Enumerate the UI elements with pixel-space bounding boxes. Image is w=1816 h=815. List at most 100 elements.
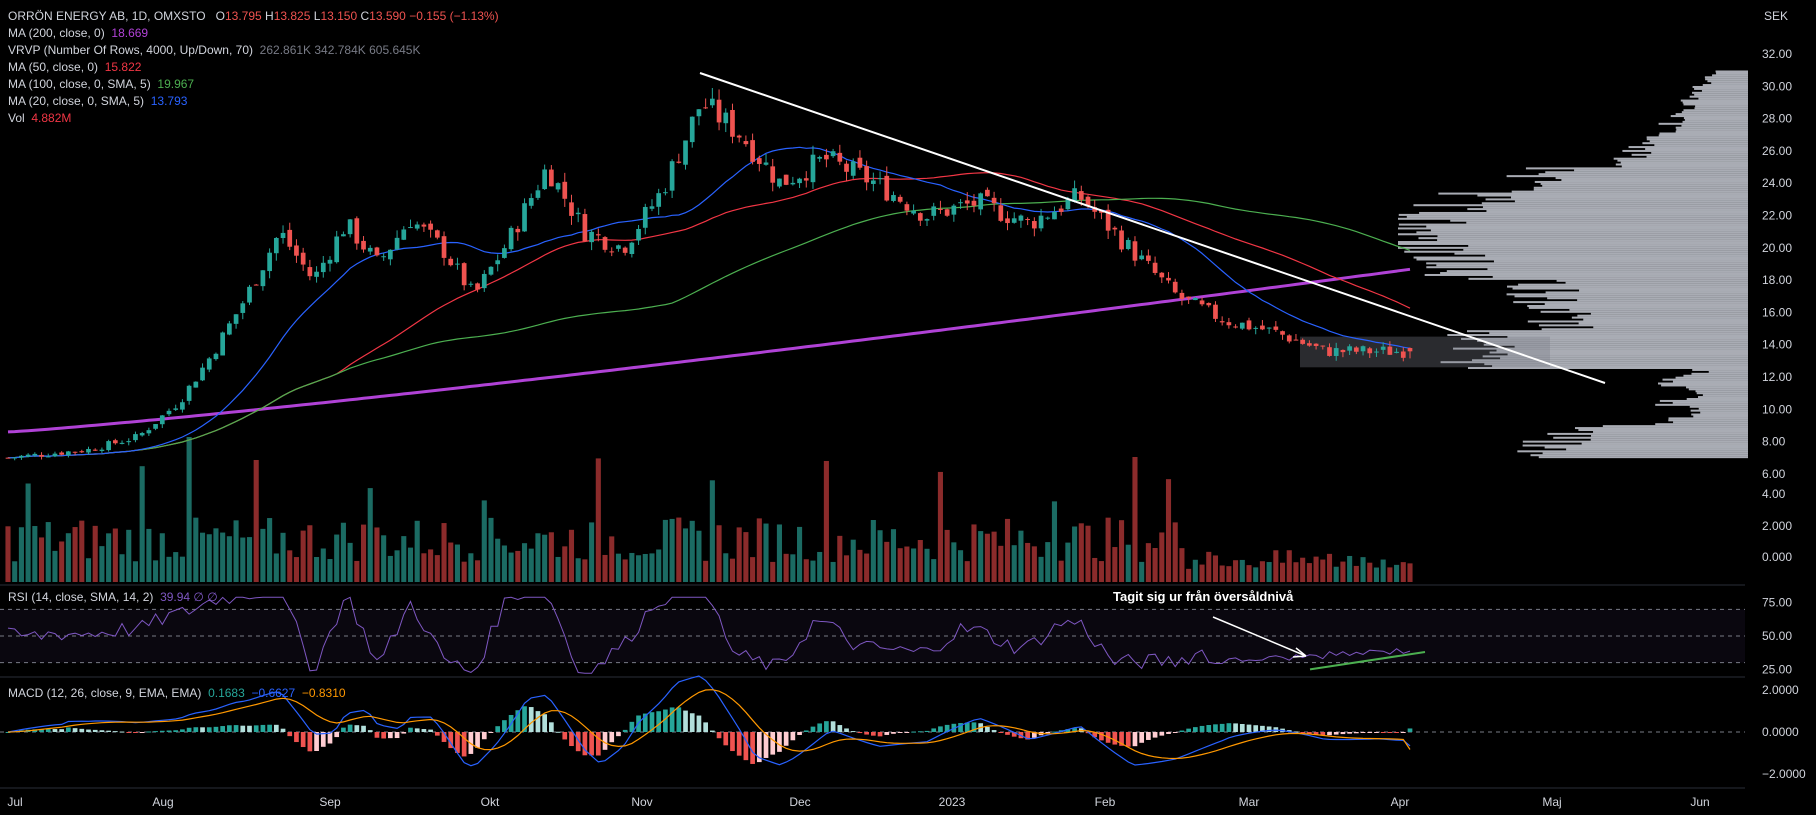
macd-histogram-bar bbox=[1266, 726, 1272, 732]
candle-body bbox=[938, 208, 943, 210]
macd-histogram-bar bbox=[414, 728, 420, 732]
volume-bar bbox=[917, 540, 923, 582]
volume-bar bbox=[327, 559, 333, 582]
volume-bar bbox=[360, 524, 367, 582]
volume-profile-row bbox=[1466, 221, 1748, 224]
macd-histogram-bar bbox=[931, 728, 937, 732]
volume-profile-row bbox=[1688, 388, 1748, 391]
candle-body bbox=[361, 240, 366, 250]
volume-profile-row bbox=[1631, 153, 1748, 156]
macd-histogram-bar bbox=[1092, 732, 1098, 738]
macd-histogram-bar bbox=[1011, 732, 1017, 737]
rsi-legend[interactable]: RSI (14, close, SMA, 14, 2) 39.94 ∅ ∅ bbox=[8, 590, 218, 604]
volume-bar bbox=[314, 557, 320, 582]
volume-profile-row bbox=[1659, 132, 1748, 135]
macd-histogram-bar bbox=[689, 713, 695, 732]
macd-histogram-bar bbox=[361, 725, 366, 732]
macd-histogram-bar bbox=[173, 730, 179, 732]
macd-histogram-bar bbox=[86, 729, 91, 732]
candle-body bbox=[978, 193, 984, 210]
volume-bar bbox=[5, 526, 11, 582]
macd-tick-label: −2.0000 bbox=[1762, 767, 1806, 781]
volume-profile-row bbox=[1545, 291, 1748, 294]
candle-body bbox=[1407, 348, 1413, 352]
candle-body bbox=[1400, 351, 1406, 358]
trend-line bbox=[699, 72, 1606, 384]
candle-body bbox=[931, 206, 937, 216]
volume-profile-row bbox=[1538, 173, 1748, 176]
candle-body bbox=[434, 230, 440, 238]
ohlc-high-label: H bbox=[265, 9, 274, 23]
candle-body bbox=[1394, 351, 1399, 353]
candle-body bbox=[991, 197, 997, 204]
volume-bar bbox=[1266, 562, 1272, 582]
volume-bar bbox=[401, 536, 407, 582]
volume-bar bbox=[1085, 525, 1091, 582]
volume-profile-row bbox=[1538, 456, 1748, 459]
macd-histogram-bar bbox=[1253, 725, 1259, 732]
indicator-vol[interactable]: Vol 4.882M bbox=[8, 110, 499, 127]
candle-body bbox=[1280, 331, 1285, 335]
macd-legend[interactable]: MACD (12, 26, close, 9, EMA, EMA) 0.1683… bbox=[8, 686, 346, 700]
volume-profile-row bbox=[1485, 341, 1748, 344]
rsi-tick-label: 50.00 bbox=[1762, 629, 1792, 643]
macd-tick-label: 2.0000 bbox=[1762, 683, 1799, 697]
volume-bar bbox=[1105, 517, 1111, 582]
indicator-ma50[interactable]: MA (50, close, 0) 15.822 bbox=[8, 59, 499, 76]
volume-bar bbox=[521, 543, 528, 582]
annotation-arrow bbox=[1212, 616, 1307, 657]
symbol-row[interactable]: ORRÖN ENERGY AB, 1D, OMXSTO O13.795 H13.… bbox=[8, 8, 499, 25]
volume-profile-row bbox=[1579, 289, 1748, 292]
candle-body bbox=[294, 245, 299, 256]
candle-body bbox=[52, 453, 58, 457]
volume-bar bbox=[454, 544, 460, 582]
candle-body bbox=[213, 353, 219, 360]
volume-bar bbox=[1011, 545, 1017, 582]
candle-body bbox=[45, 456, 51, 458]
ohlc-close: 13.590 bbox=[369, 9, 406, 23]
indicator-value: 19.967 bbox=[157, 77, 195, 91]
volume-bar bbox=[589, 522, 595, 582]
volume-profile-row bbox=[1613, 157, 1748, 160]
candle-body bbox=[1239, 322, 1245, 329]
rsi-label: RSI (14, close, SMA, 14, 2) bbox=[8, 590, 154, 604]
candle-body bbox=[649, 206, 655, 209]
candle-body bbox=[1233, 326, 1238, 328]
candle-body bbox=[220, 332, 226, 356]
date-tick-label: Jun bbox=[1690, 795, 1709, 809]
indicator-ma20[interactable]: MA (20, close, 0, SMA, 5) 13.793 bbox=[8, 93, 499, 110]
volume-bar bbox=[911, 548, 917, 582]
volume-profile-row bbox=[1454, 252, 1748, 255]
volume-bar bbox=[669, 518, 675, 582]
macd-histogram-bar bbox=[159, 730, 165, 732]
volume-profile-row bbox=[1707, 80, 1748, 83]
volume-bar bbox=[287, 550, 293, 582]
candle-body bbox=[1226, 322, 1232, 326]
volume-profile-row bbox=[1426, 266, 1748, 269]
macd-histogram-bar bbox=[481, 732, 487, 740]
volume-bar bbox=[253, 459, 259, 582]
macd-histogram-bar bbox=[1172, 732, 1178, 733]
volume-profile-row bbox=[1482, 355, 1748, 358]
volume-bar bbox=[65, 533, 71, 582]
volume-bars bbox=[5, 437, 1413, 582]
volume-bar bbox=[32, 526, 38, 582]
macd-histogram-bar bbox=[1219, 723, 1225, 732]
volume-profile-row bbox=[1658, 382, 1748, 385]
indicator-ma200[interactable]: MA (200, close, 0) 18.669 bbox=[8, 25, 499, 42]
volume-profile-row bbox=[1682, 120, 1748, 123]
volume-bar bbox=[421, 553, 427, 582]
volume-bar bbox=[1179, 548, 1185, 582]
candle-body bbox=[388, 249, 393, 260]
volume-bar bbox=[696, 530, 702, 582]
macd-histogram-bar bbox=[582, 732, 588, 756]
indicator-ma100[interactable]: MA (100, close, 0, SMA, 5) 19.967 bbox=[8, 76, 499, 93]
candle-body bbox=[307, 267, 313, 277]
volume-bar bbox=[743, 532, 749, 582]
volume-bar bbox=[1045, 542, 1051, 582]
volume-bar bbox=[1326, 553, 1333, 582]
indicator-vrvp[interactable]: VRVP (Number Of Rows, 4000, Up/Down, 70)… bbox=[8, 42, 499, 59]
macd-histogram-bar bbox=[964, 722, 970, 732]
candle-body bbox=[871, 180, 876, 184]
